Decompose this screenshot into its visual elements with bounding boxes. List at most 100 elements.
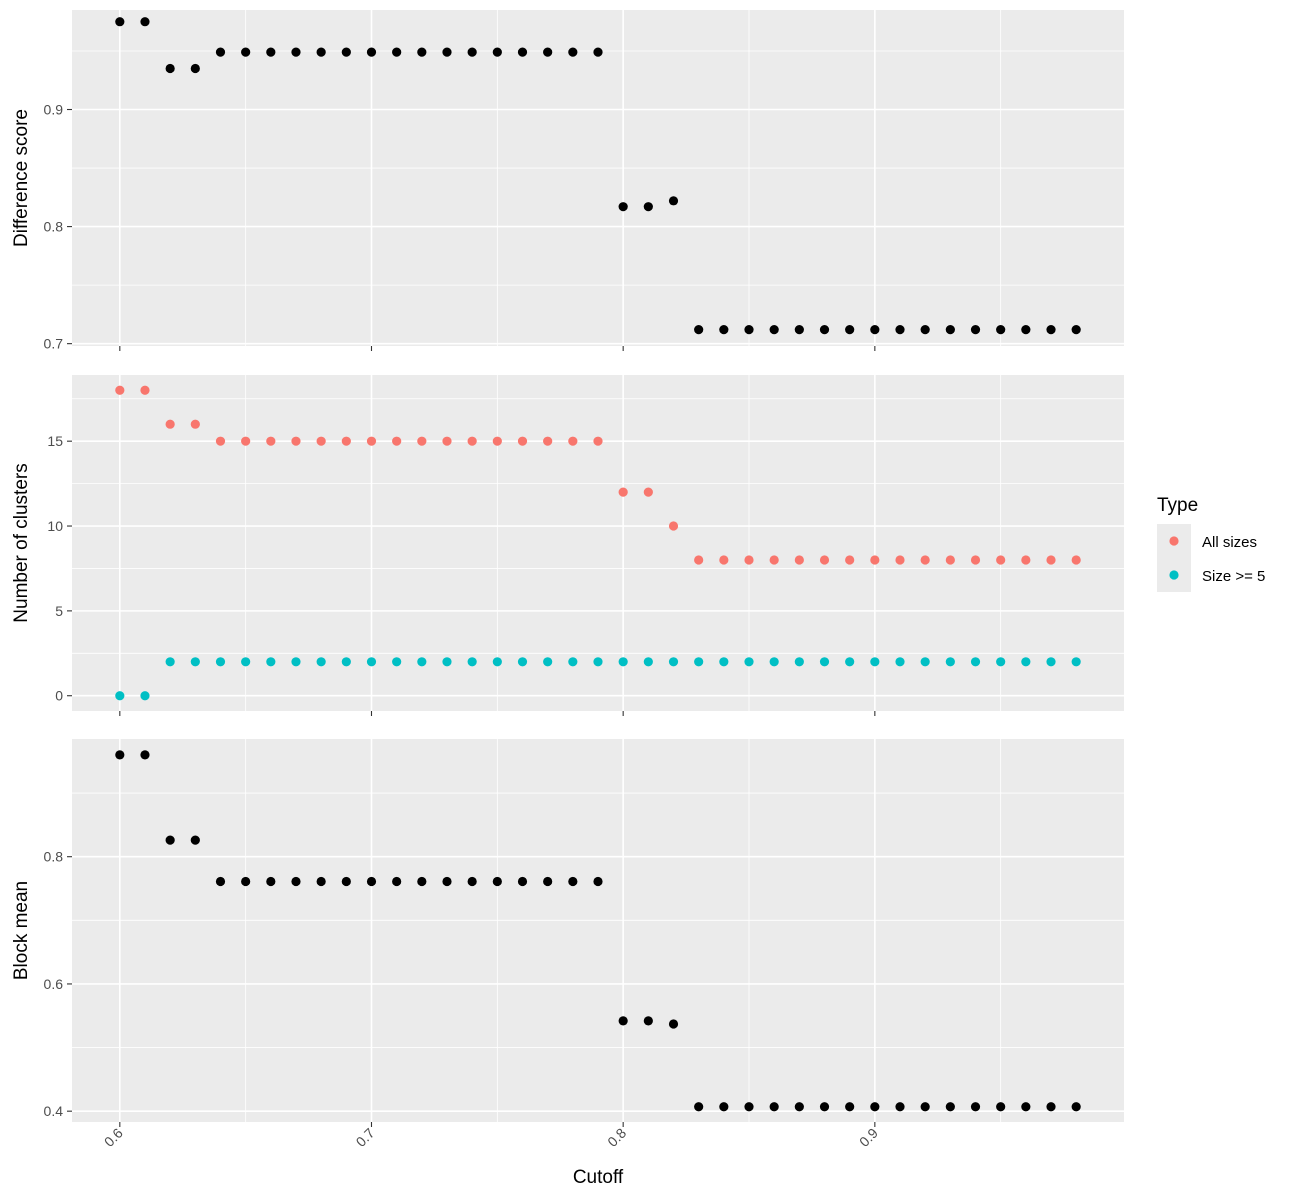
data-point [668,1019,679,1029]
y-tick-label: 0.7 [44,336,64,352]
data-point [140,385,150,395]
data-point [996,1102,1006,1112]
data-point [115,691,125,701]
data-point [241,876,251,887]
y-tick-label: 0.4 [44,1103,64,1119]
data-point [392,657,402,667]
data-point [618,1016,628,1026]
y-axis-title: Difference score [11,109,32,247]
data-point [996,555,1006,565]
data-point [668,657,679,667]
data-point [190,835,200,845]
data-point [492,47,502,57]
data-point [417,876,427,887]
data-point [845,325,855,335]
data-point [140,691,150,701]
data-point [316,436,326,446]
data-point [945,555,955,565]
data-point [719,325,729,335]
data-point [568,47,578,57]
data-point [1046,555,1056,565]
data-point [190,419,200,429]
panel-3: 0.6 0.7 0.8 0.9 0.4 0.6 0.8 Block mean [11,739,1124,1150]
panel-background [72,375,1124,711]
data-point [366,876,377,887]
panel-background [72,10,1124,346]
legend-marker [1169,570,1179,580]
data-point [719,657,729,667]
data-point [769,555,779,565]
data-point [895,657,905,667]
data-point [643,487,653,497]
x-tick-label: 0.8 [604,1125,629,1150]
data-point [870,657,880,667]
data-point [115,17,125,27]
data-point [819,325,830,335]
data-point [920,657,930,667]
data-point [719,1102,729,1112]
data-point [241,657,251,667]
data-point [1021,1102,1031,1112]
data-point [945,325,955,335]
y-tick-label: 10 [47,518,63,534]
data-point [392,876,402,887]
data-point [845,555,855,565]
data-point [341,657,351,667]
data-point [895,555,905,565]
y-axis-title: Block mean [11,881,32,980]
y-tick-label: 0.6 [44,976,64,992]
data-point [467,47,477,57]
data-point [366,657,377,667]
data-point [920,555,930,565]
data-point [291,436,301,446]
data-point [1071,657,1081,667]
data-point [190,63,200,74]
data-point [517,657,528,667]
legend-entry: Size >= 5 [1157,558,1265,592]
y-tick-label: 0.8 [44,849,64,865]
data-point [517,436,528,446]
x-axis-title: Cutoff [573,1167,624,1188]
data-point [1021,325,1031,335]
data-point [215,436,226,446]
data-point [291,876,301,887]
data-point [996,325,1006,335]
data-point [517,876,528,887]
data-point [492,657,502,667]
data-point [442,47,452,57]
data-point [467,876,477,887]
y-tick-label: 0 [55,688,63,704]
data-point [1021,657,1031,667]
data-point [920,1102,930,1112]
y-axis-title: Number of clusters [11,463,32,622]
data-point [190,657,200,667]
data-point [643,202,653,212]
data-point [895,1102,905,1112]
data-point [517,47,528,57]
x-tick-label: 0.9 [856,1125,881,1150]
data-point [895,325,905,335]
legend-marker [1169,536,1179,546]
data-point [668,196,679,206]
data-point [215,47,226,57]
data-point [794,555,804,565]
data-point [165,63,175,74]
data-point [794,657,804,667]
data-point [392,436,402,446]
data-point [744,1102,754,1112]
data-point [1071,1102,1081,1112]
data-point [543,657,553,667]
data-point [593,657,603,667]
data-point [769,1102,779,1112]
data-point [794,1102,804,1112]
data-point [593,876,603,887]
data-point [1071,325,1081,335]
data-point [140,750,150,760]
data-point [467,657,477,667]
data-point [241,47,251,57]
data-point [719,555,729,565]
legend-title: Type [1157,495,1198,516]
data-point [945,1102,955,1112]
data-point [366,47,377,57]
data-point [920,325,930,335]
